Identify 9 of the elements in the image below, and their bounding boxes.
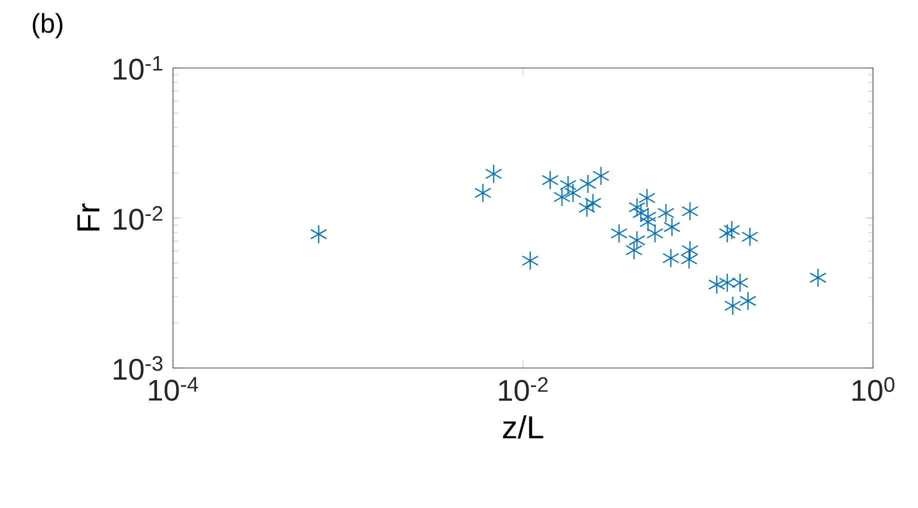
y-tick-label: 10$^{-3}$ <box>114 356 162 380</box>
x-tick-label: 10$^{-4}$ <box>149 377 198 401</box>
x-tick-label: 10$^{0}$ <box>852 377 894 402</box>
y-tick-label: 10$^{-2}$ <box>114 206 162 230</box>
x-tick-label: 10$^{-2}$ <box>499 377 548 402</box>
chart-title: (b) <box>32 13 62 38</box>
y-axis-title: Fr <box>77 203 100 230</box>
y-tick-label: 10$^{-1}$ <box>114 56 162 80</box>
x-axis-title: z/L <box>503 415 544 439</box>
